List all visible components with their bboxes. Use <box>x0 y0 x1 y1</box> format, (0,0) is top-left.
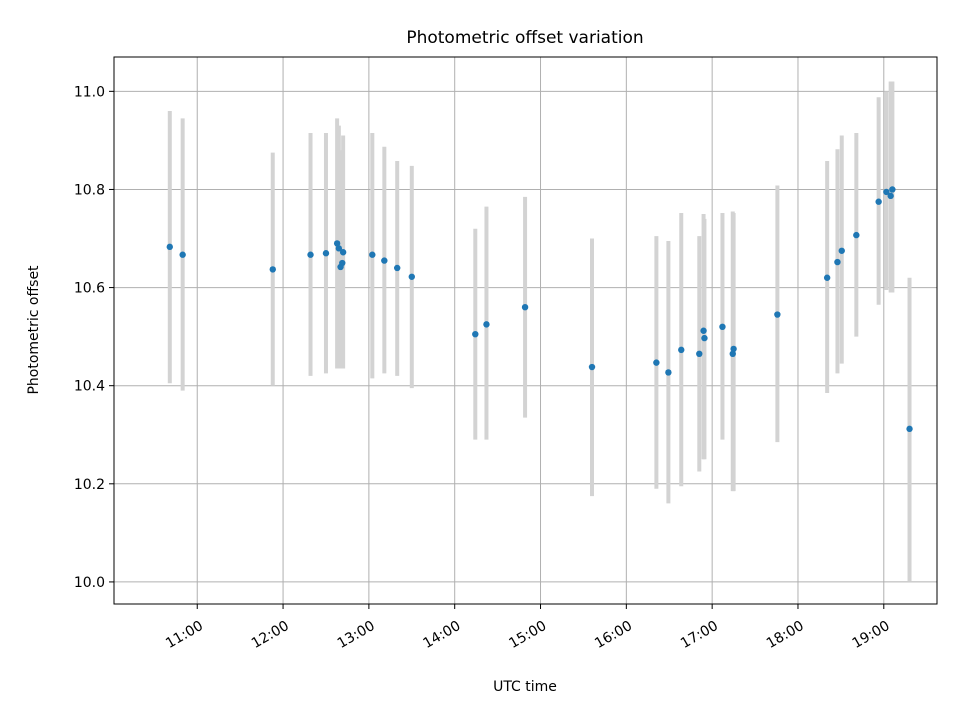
data-point <box>653 359 660 366</box>
data-point <box>472 330 479 338</box>
data-point <box>883 188 890 196</box>
data-point <box>307 251 314 258</box>
data-point <box>678 346 685 354</box>
data-point <box>339 249 347 256</box>
x-axis-label: UTC time <box>493 679 557 695</box>
data-point <box>335 245 343 252</box>
data-point <box>322 250 330 257</box>
chart-title: Photometric offset variation <box>406 28 643 48</box>
data-point <box>834 258 841 266</box>
data-point <box>838 247 845 254</box>
data-point <box>719 323 726 331</box>
data-point <box>700 327 707 334</box>
plot-frame <box>113 56 938 605</box>
data-point <box>179 251 186 258</box>
data-point <box>381 257 388 264</box>
data-point <box>408 273 415 280</box>
data-point <box>588 363 596 371</box>
data-point <box>339 259 346 267</box>
data-point <box>887 192 894 200</box>
data-point <box>889 186 896 193</box>
y-tick-label: 10.4 <box>74 379 105 395</box>
data-point <box>729 350 736 358</box>
data-point <box>521 303 529 311</box>
data-point <box>665 369 672 376</box>
y-tick-label: 10.8 <box>74 182 105 198</box>
y-tick-label: 10.6 <box>74 281 105 297</box>
y-tick-label: 11.0 <box>74 84 105 100</box>
data-point <box>730 345 737 353</box>
data-point <box>483 321 490 328</box>
data-point <box>333 240 341 247</box>
data-point <box>701 334 708 342</box>
data-point <box>696 350 703 358</box>
data-point <box>853 231 860 239</box>
data-point <box>823 274 831 281</box>
data-point <box>166 243 173 251</box>
data-point <box>875 198 882 205</box>
y-axis-ticks: 10.0 10.2 10.4 10.6 10.8 11.0 <box>74 84 114 591</box>
y-tick-label: 10.2 <box>74 477 105 493</box>
data-point <box>394 264 401 272</box>
y-tick-label: 10.0 <box>74 575 105 591</box>
point-layer <box>166 186 913 433</box>
data-point <box>906 425 913 433</box>
data-point <box>774 311 781 318</box>
data-point <box>269 266 276 273</box>
data-point <box>369 251 376 258</box>
y-axis-label: Photometric offset <box>26 265 42 395</box>
